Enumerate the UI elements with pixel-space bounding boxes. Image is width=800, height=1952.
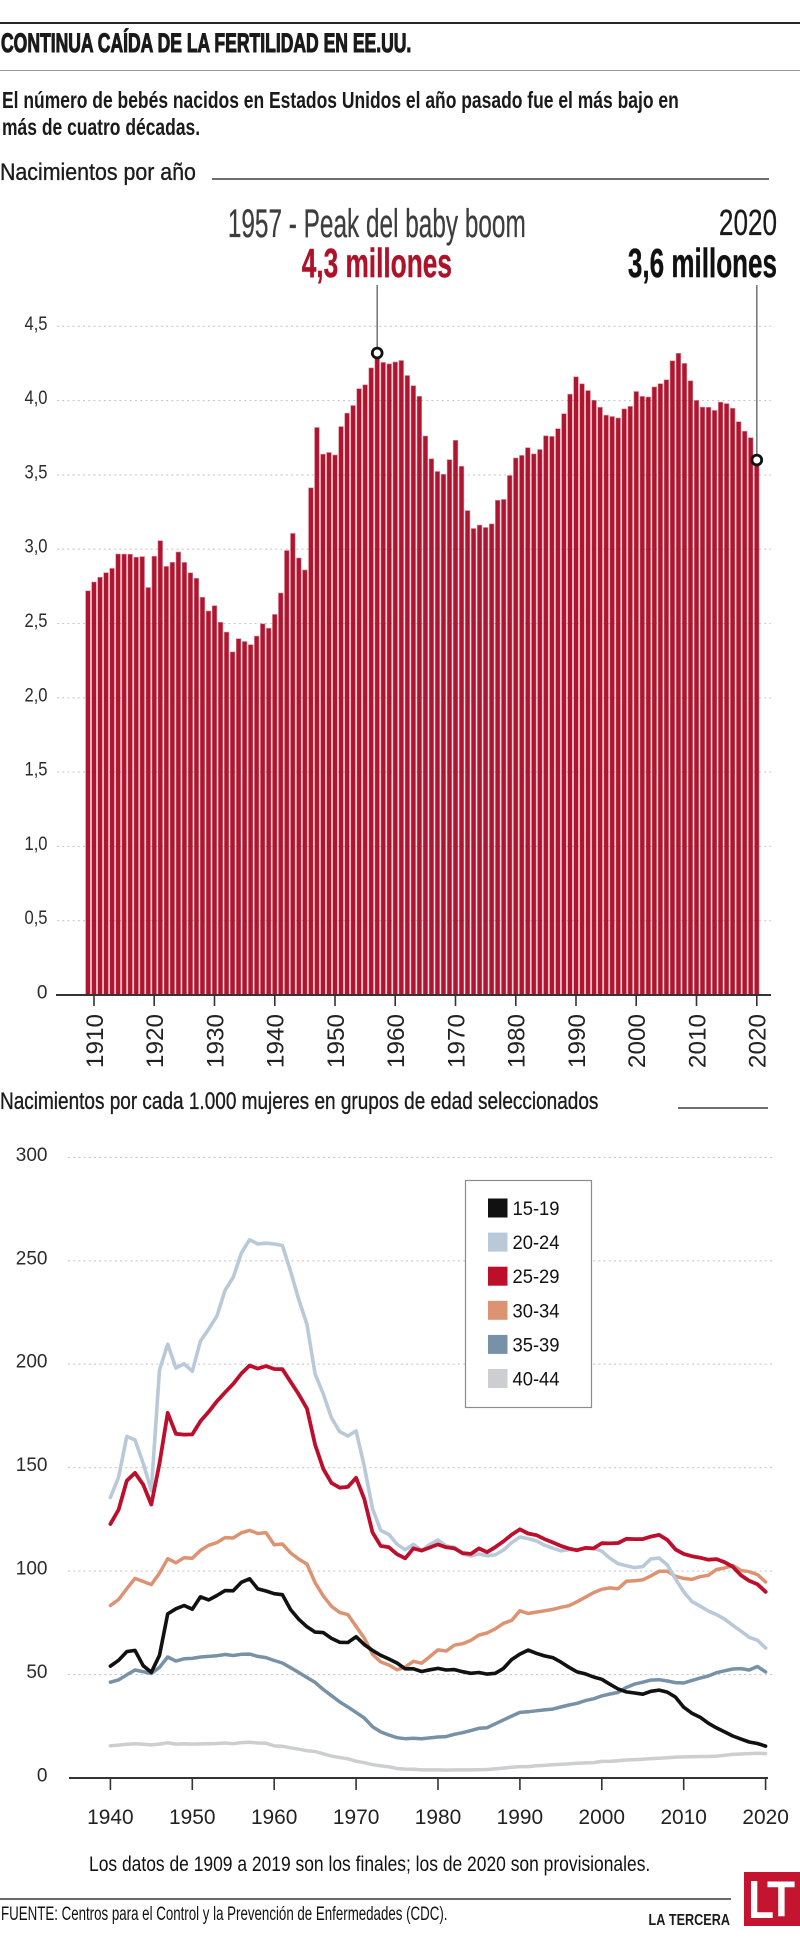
svg-text:0: 0	[37, 983, 48, 1004]
svg-text:2010: 2010	[660, 1805, 707, 1829]
svg-text:1950: 1950	[169, 1805, 216, 1829]
svg-text:1990: 1990	[497, 1805, 544, 1829]
svg-text:1950: 1950	[323, 1014, 350, 1068]
svg-text:1990: 1990	[564, 1014, 591, 1068]
svg-text:200: 200	[16, 1352, 48, 1373]
svg-text:1980: 1980	[504, 1014, 531, 1068]
svg-text:4,0: 4,0	[25, 388, 48, 409]
svg-text:1940: 1940	[87, 1805, 134, 1829]
svg-text:40-44: 40-44	[513, 1370, 560, 1391]
svg-text:1960: 1960	[251, 1805, 298, 1829]
svg-text:1920: 1920	[142, 1014, 169, 1068]
svg-text:1960: 1960	[383, 1014, 410, 1068]
svg-text:1,0: 1,0	[25, 834, 48, 855]
svg-text:2020: 2020	[745, 1014, 772, 1068]
svg-text:100: 100	[16, 1559, 48, 1580]
svg-text:2000: 2000	[579, 1805, 626, 1829]
svg-text:3,0: 3,0	[25, 537, 48, 558]
svg-text:1,5: 1,5	[25, 760, 48, 781]
svg-text:250: 250	[16, 1248, 48, 1269]
svg-text:1940: 1940	[263, 1014, 290, 1068]
svg-text:20-24: 20-24	[513, 1233, 560, 1254]
svg-text:35-39: 35-39	[513, 1335, 560, 1356]
svg-text:2,0: 2,0	[25, 685, 48, 706]
svg-text:1970: 1970	[443, 1014, 470, 1068]
svg-text:300: 300	[16, 1145, 48, 1166]
svg-text:150: 150	[16, 1455, 48, 1476]
svg-text:0,5: 0,5	[25, 908, 48, 929]
svg-text:50: 50	[26, 1662, 47, 1683]
svg-text:30-34: 30-34	[513, 1301, 560, 1322]
svg-text:1980: 1980	[415, 1805, 462, 1829]
svg-text:3,5: 3,5	[25, 462, 48, 483]
svg-text:25-29: 25-29	[513, 1267, 560, 1288]
svg-text:2,5: 2,5	[25, 611, 48, 632]
svg-text:15-19: 15-19	[513, 1199, 560, 1220]
svg-text:1970: 1970	[333, 1805, 380, 1829]
svg-text:2000: 2000	[624, 1014, 651, 1068]
svg-text:1930: 1930	[202, 1014, 229, 1068]
svg-text:4,5: 4,5	[25, 314, 48, 335]
svg-text:0: 0	[37, 1766, 48, 1787]
svg-text:2010: 2010	[684, 1014, 711, 1068]
svg-text:2020: 2020	[742, 1805, 789, 1829]
svg-text:1910: 1910	[82, 1014, 109, 1068]
